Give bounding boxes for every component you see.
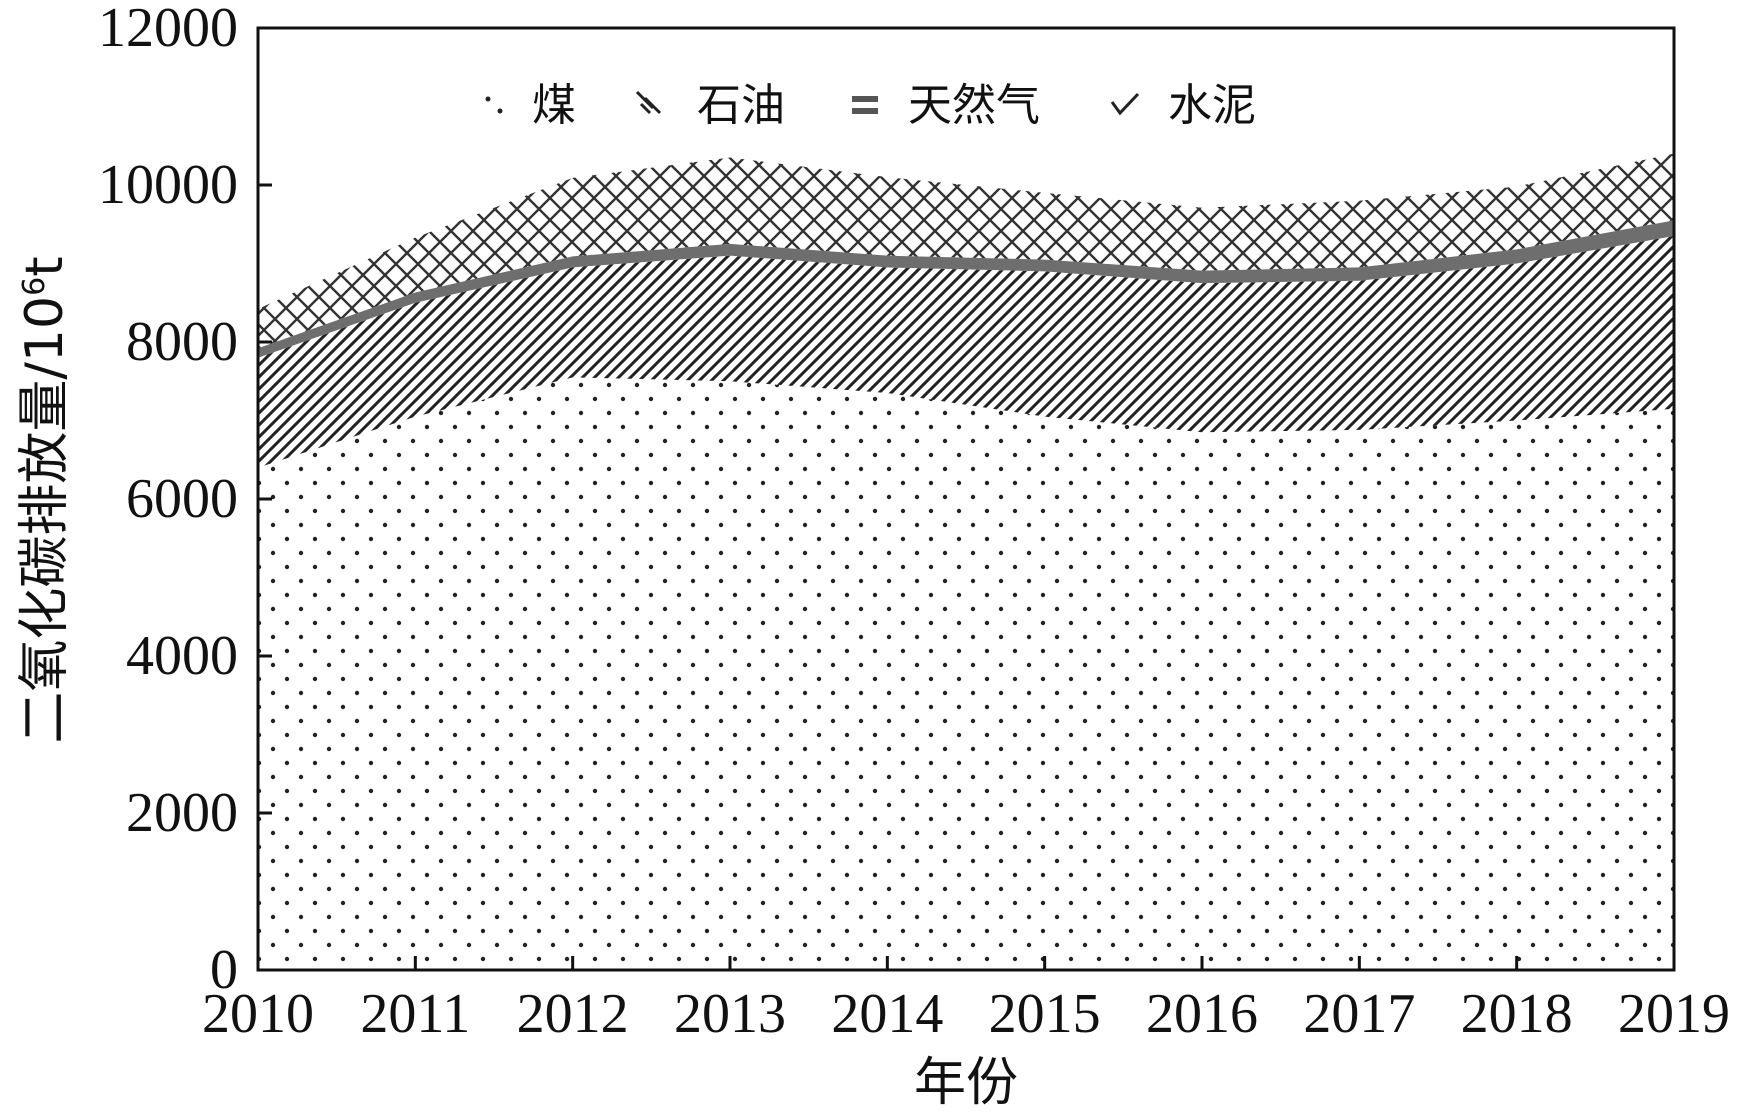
area-layers	[258, 153, 1674, 970]
y-tick-label: 6000	[126, 468, 238, 530]
legend-label-oil: 石油	[697, 80, 785, 131]
x-tick-label: 2018	[1461, 983, 1573, 1045]
y-tick-label: 8000	[126, 311, 238, 373]
x-tick-label: 2014	[831, 983, 943, 1045]
y-tick-label: 0	[210, 939, 238, 1001]
x-tick-label: 2011	[360, 983, 470, 1045]
series-area-coal	[258, 377, 1674, 970]
y-tick-label: 2000	[126, 782, 238, 844]
legend-label-coal: 煤	[532, 80, 576, 131]
y-tick-label: 12000	[98, 0, 238, 59]
series-area-natural-gas	[258, 220, 1674, 358]
x-tick-label: 2010	[202, 983, 314, 1045]
y-tick-label: 10000	[98, 154, 238, 216]
dots-symbol-icon	[485, 96, 503, 114]
y-axis-title: 二氧化碳排放量/106t	[15, 256, 75, 743]
x-tick-label: 2013	[674, 983, 786, 1045]
x-tick-label: 2017	[1303, 983, 1415, 1045]
check-symbol-icon	[1110, 92, 1140, 116]
legend-label-cement: 水泥	[1168, 80, 1256, 131]
x-tick-label: 2012	[517, 983, 629, 1045]
series-area-cement	[258, 153, 1674, 349]
y-axis: 0 2000 4000 6000 8000 10000 12000	[98, 0, 272, 1001]
legend-item-cement: 水泥	[1110, 80, 1256, 131]
bar-symbol-icon	[852, 96, 878, 114]
legend-label-natural-gas: 天然气	[908, 80, 1040, 131]
x-tick-label: 2019	[1618, 983, 1730, 1045]
x-tick-label: 2016	[1146, 983, 1258, 1045]
legend: 煤 石油 天然气 水泥	[485, 80, 1256, 131]
diagonal-symbol-icon	[635, 90, 662, 115]
legend-item-coal: 煤	[485, 80, 576, 131]
legend-item-natural-gas: 天然气	[852, 80, 1040, 131]
series-area-oil	[258, 236, 1674, 468]
x-axis-title: 年份	[914, 1053, 1018, 1112]
x-tick-label: 2015	[989, 983, 1101, 1045]
legend-item-oil: 石油	[635, 80, 785, 131]
x-axis: 2010 2011 2012 2013 2014 2015 2016 2017 2018 2019	[202, 956, 1730, 1045]
y-tick-label: 4000	[126, 625, 238, 687]
